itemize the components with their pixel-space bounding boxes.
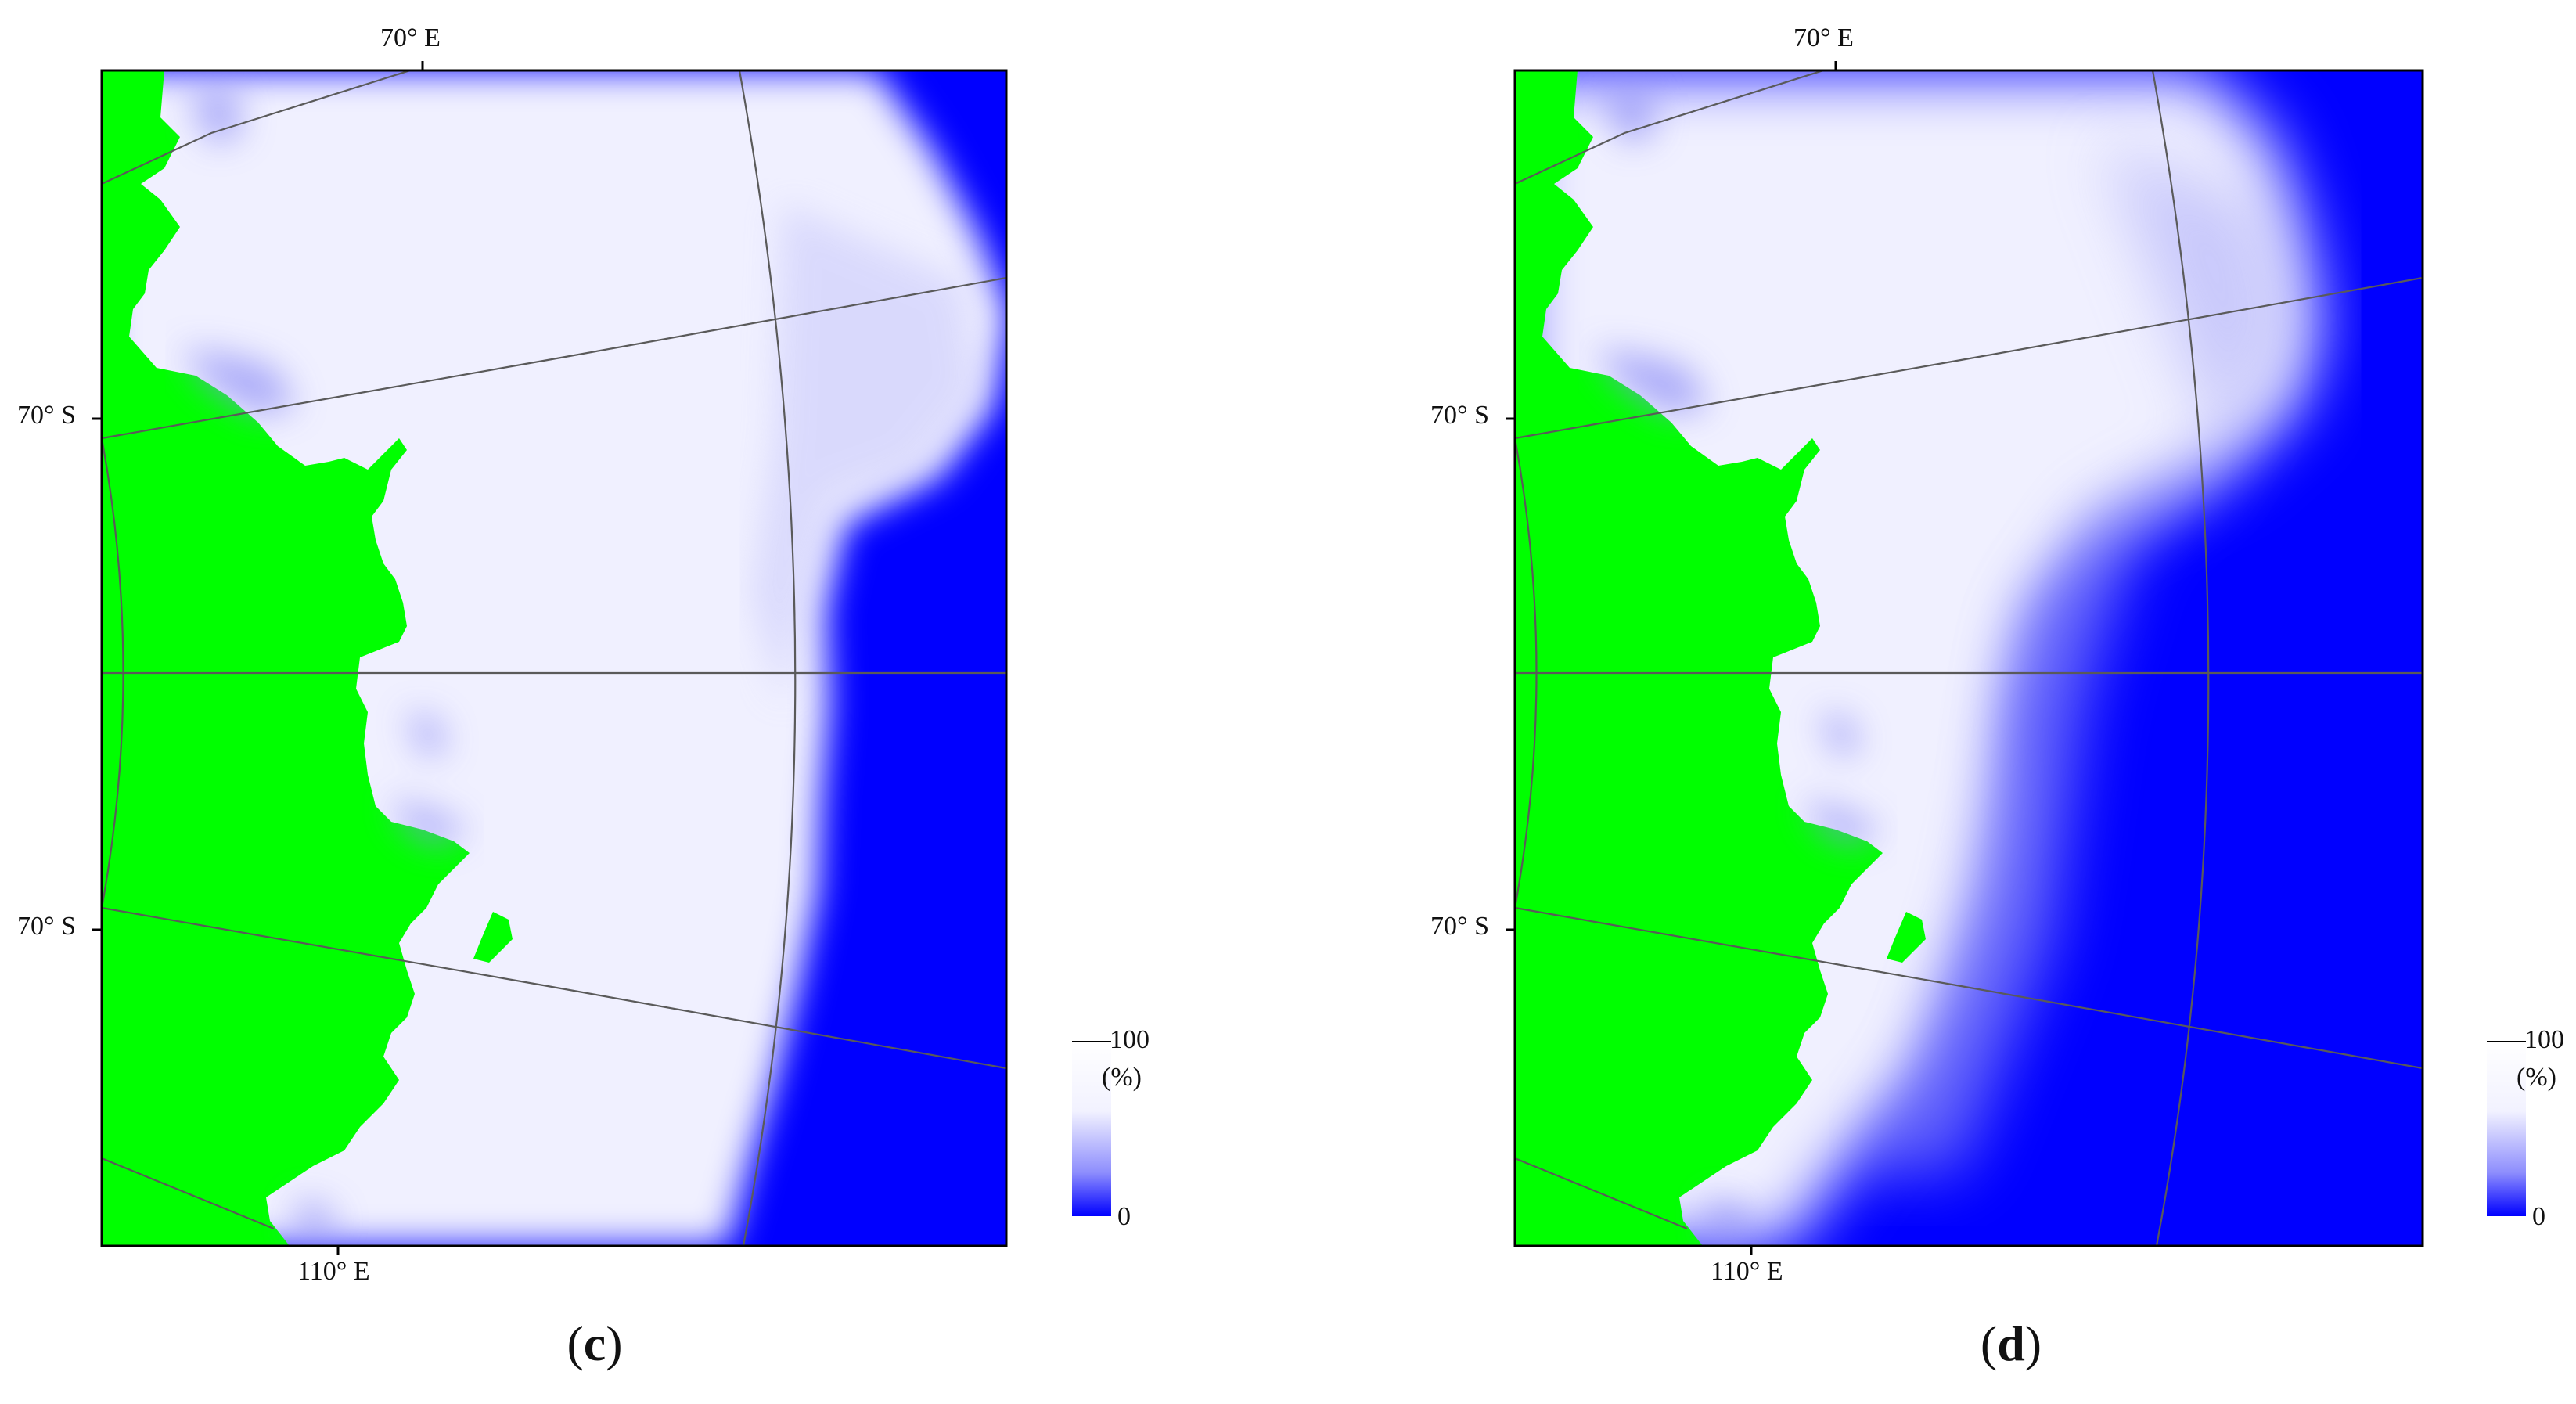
map-frame-d bbox=[1513, 69, 2424, 1247]
map-frame-c bbox=[100, 69, 1008, 1247]
graticule-c bbox=[102, 70, 1006, 1246]
legend-min-label: 0 bbox=[2532, 1202, 2545, 1231]
lon-label-bottom: 110° E bbox=[297, 1257, 370, 1286]
lat-label-lower: 70° S bbox=[1430, 912, 1490, 941]
coastal-lead-d bbox=[1593, 86, 1883, 1237]
legend-max-label: 100 bbox=[2524, 1025, 2564, 1054]
map-c bbox=[92, 61, 1008, 1255]
lat-label-upper: 70° S bbox=[1430, 401, 1490, 430]
colorbar-c bbox=[1072, 1041, 1111, 1216]
legend-max-label: 100 bbox=[1110, 1025, 1149, 1054]
axis-ticks-d bbox=[1506, 61, 1837, 1255]
axis-ticks-c bbox=[92, 61, 424, 1255]
legend-unit-label: (%) bbox=[2517, 1063, 2556, 1092]
panel-caption-letter: c bbox=[583, 1316, 606, 1371]
land-d bbox=[1515, 70, 1883, 1246]
lon-label-top: 70° E bbox=[1793, 23, 1854, 52]
colorbar-d bbox=[2487, 1041, 2526, 1216]
panel-caption: (c) bbox=[567, 1316, 623, 1371]
graticule-d bbox=[1515, 70, 2423, 1246]
island-d bbox=[1887, 912, 1926, 963]
sea-ice-edge-c bbox=[751, 203, 978, 704]
sea-ice-edge-d bbox=[1851, 141, 2290, 1174]
coastal-lead-c bbox=[180, 86, 470, 1237]
land-c bbox=[102, 70, 470, 1246]
lon-label-bottom: 110° E bbox=[1711, 1257, 1783, 1286]
panel-c: 70° E 110° E 70° S 70° S 100 (%) 0 (c) bbox=[17, 23, 1149, 1371]
panel-d: 70° E 110° E 70° S 70° S 100 (%) 0 (d) bbox=[1413, 0, 2576, 1404]
map-d bbox=[1506, 61, 2424, 1255]
panel-caption-letter: d bbox=[1997, 1316, 2025, 1371]
lat-label-lower: 70° S bbox=[17, 912, 77, 941]
legend-unit-label: (%) bbox=[1102, 1063, 1142, 1092]
lon-label-top: 70° E bbox=[380, 23, 441, 52]
legend-min-label: 0 bbox=[1117, 1202, 1131, 1231]
lat-label-upper: 70° S bbox=[17, 401, 77, 430]
island-c bbox=[473, 912, 513, 963]
panel-caption: (d) bbox=[1980, 1316, 2042, 1371]
